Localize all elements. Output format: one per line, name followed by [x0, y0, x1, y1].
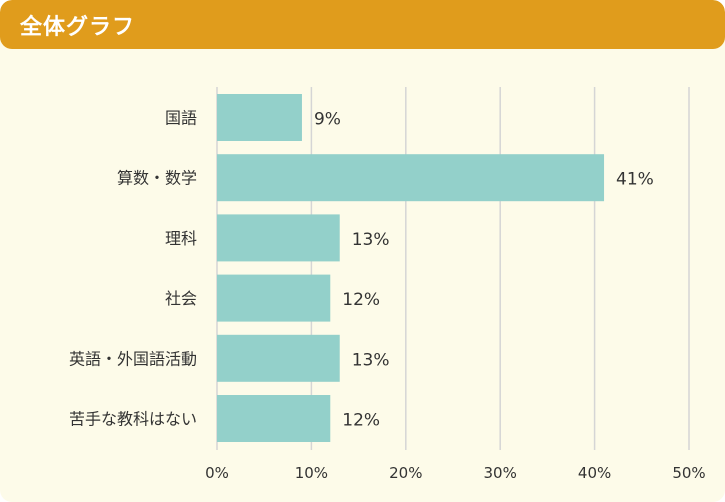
x-tick-label: 30%	[484, 464, 517, 482]
bar	[217, 94, 302, 141]
x-tick-label: 0%	[205, 464, 229, 482]
x-tick-label: 40%	[578, 464, 611, 482]
category-label: 苦手な教科はない	[69, 410, 197, 429]
data-label: 12%	[342, 411, 380, 431]
bar	[217, 334, 340, 382]
chart-title: 全体グラフ	[20, 15, 136, 40]
data-label: 41%	[616, 170, 654, 190]
data-label: 13%	[352, 230, 390, 250]
chart-header: 全体グラフ	[0, 0, 725, 49]
bar	[217, 214, 340, 262]
bar	[217, 154, 605, 202]
category-label: 国語	[165, 109, 197, 128]
category-label: 算数・数学	[117, 169, 197, 188]
x-tick-label: 20%	[389, 464, 422, 482]
x-tick-label: 50%	[672, 464, 705, 482]
category-label: 英語・外国語活動	[69, 349, 197, 368]
data-label: 9%	[314, 110, 341, 130]
x-tick-label: 10%	[295, 464, 328, 482]
bar	[217, 274, 331, 322]
bar	[217, 395, 331, 442]
category-label: 理科	[165, 229, 197, 248]
category-label: 社会	[165, 289, 197, 308]
data-label: 12%	[342, 290, 380, 310]
data-label: 13%	[352, 350, 390, 370]
